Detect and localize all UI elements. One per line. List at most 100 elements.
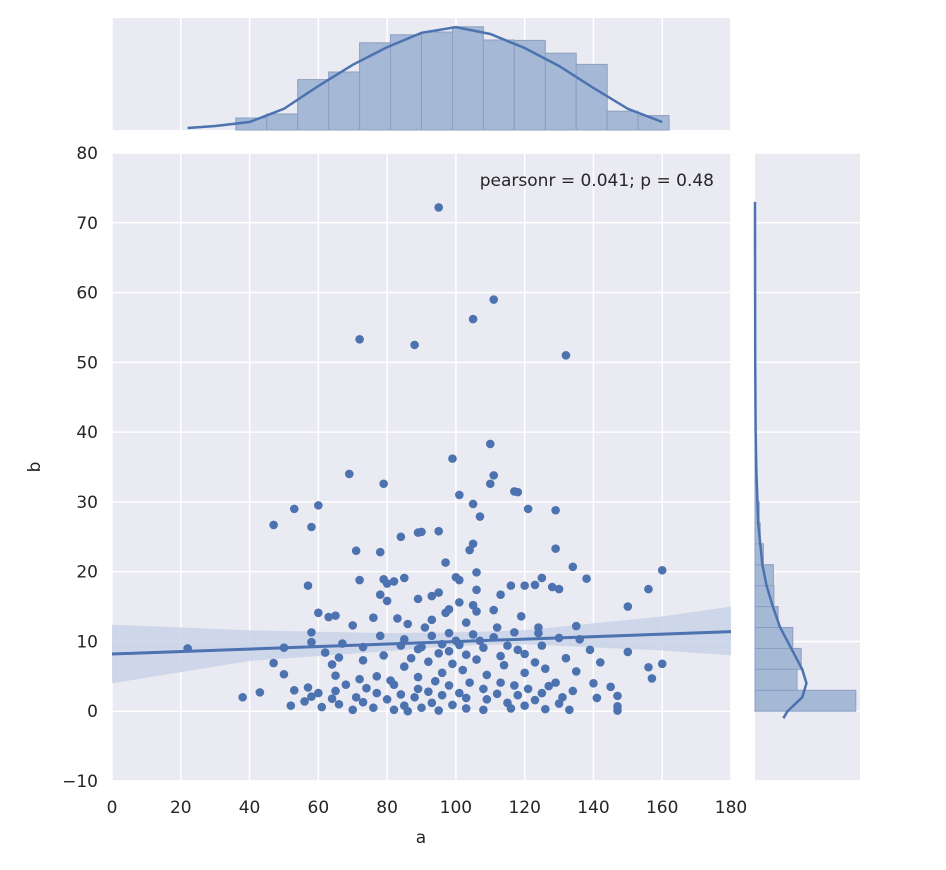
scatter-point bbox=[369, 703, 378, 713]
scatter-point bbox=[647, 674, 657, 683]
scatter-point bbox=[571, 621, 581, 631]
marginal-x-bar bbox=[390, 34, 422, 131]
scatter-point bbox=[406, 653, 416, 663]
scatter-point bbox=[334, 653, 344, 662]
scatter-point bbox=[482, 695, 492, 704]
scatter-point bbox=[623, 647, 633, 657]
scatter-point bbox=[289, 504, 299, 514]
scatter-point bbox=[472, 655, 481, 664]
scatter-point bbox=[485, 479, 495, 489]
scatter-point bbox=[358, 655, 368, 665]
scatter-point bbox=[468, 539, 478, 549]
scatter-point bbox=[458, 665, 468, 675]
scatter-point bbox=[441, 608, 450, 618]
y-tick-label: 50 bbox=[76, 353, 98, 373]
scatter-point bbox=[523, 684, 533, 694]
scatter-point bbox=[437, 668, 447, 678]
marginal-x-bar bbox=[451, 26, 484, 131]
scatter-point bbox=[623, 602, 633, 611]
y-tick-label: 40 bbox=[76, 423, 98, 443]
scatter-point bbox=[479, 684, 488, 694]
scatter-point bbox=[444, 646, 454, 656]
scatter-point bbox=[393, 614, 402, 623]
scatter-point bbox=[434, 203, 443, 212]
scatter-point bbox=[427, 591, 437, 601]
scatter-point bbox=[382, 579, 392, 588]
marginal-x-bar bbox=[637, 115, 670, 131]
scatter-point bbox=[396, 690, 406, 699]
scatter-point bbox=[344, 469, 354, 479]
scatter-point bbox=[513, 487, 523, 497]
scatter-point bbox=[644, 662, 653, 672]
scatter-point bbox=[530, 580, 540, 590]
marginal-y-bar bbox=[754, 668, 798, 691]
scatter-point bbox=[303, 683, 313, 692]
scatter-point bbox=[420, 623, 430, 632]
pearson-annotation: pearsonr = 0.041; p = 0.48 bbox=[480, 171, 714, 191]
scatter-point bbox=[455, 598, 464, 607]
scatter-point bbox=[465, 545, 474, 555]
scatter-point bbox=[520, 668, 529, 678]
marginal-x-bar bbox=[297, 79, 330, 131]
scatter-point bbox=[417, 703, 426, 713]
scatter-point bbox=[472, 607, 481, 616]
scatter-point bbox=[496, 590, 505, 599]
scatter-point bbox=[489, 471, 499, 480]
marginal-x-bar bbox=[421, 31, 453, 131]
marginal-x-kde-line bbox=[187, 25, 663, 130]
x-tick-label: 100 bbox=[440, 798, 472, 818]
scatter-point bbox=[375, 590, 385, 599]
scatter-point bbox=[492, 623, 502, 632]
scatter-point bbox=[400, 662, 409, 671]
scatter-point bbox=[468, 630, 478, 639]
scatter-point bbox=[568, 686, 578, 696]
scatter-point bbox=[396, 532, 406, 542]
scatter-point bbox=[358, 697, 368, 707]
scatter-point bbox=[307, 637, 316, 647]
scatter-point bbox=[410, 340, 419, 350]
scatter-point bbox=[403, 619, 413, 629]
marginal-y-bar bbox=[754, 626, 794, 649]
scatter-point bbox=[269, 658, 278, 668]
scatter-point bbox=[606, 682, 615, 692]
marginal-x-panel bbox=[111, 18, 732, 131]
scatter-point bbox=[503, 641, 512, 650]
scatter-point bbox=[434, 649, 443, 658]
scatter-point bbox=[444, 681, 454, 690]
scatter-point bbox=[320, 648, 330, 657]
scatter-point bbox=[307, 628, 316, 637]
marginal-x-bar bbox=[328, 71, 361, 131]
scatter-point bbox=[327, 694, 337, 703]
scatter-point bbox=[461, 650, 471, 660]
x-tick-label: 0 bbox=[107, 798, 118, 818]
scatter-point bbox=[551, 544, 560, 553]
scatter-point bbox=[530, 658, 540, 667]
y-tick-label: 70 bbox=[76, 214, 98, 234]
scatter-point bbox=[372, 688, 382, 698]
scatter-point bbox=[582, 574, 591, 583]
scatter-point bbox=[413, 684, 423, 694]
scatter-point bbox=[475, 512, 485, 521]
marginal-x-bar bbox=[544, 52, 577, 131]
y-tick-label: −10 bbox=[62, 772, 98, 792]
scatter-point bbox=[348, 621, 358, 630]
scatter-point bbox=[434, 526, 443, 536]
marginal-x-histogram bbox=[235, 26, 670, 131]
scatter-point bbox=[375, 547, 385, 557]
marginal-x-bar bbox=[606, 110, 639, 131]
x-tick-label: 120 bbox=[508, 798, 540, 818]
marginal-x-bar bbox=[266, 113, 299, 131]
scatter-point bbox=[455, 490, 464, 500]
scatter-point bbox=[413, 644, 423, 654]
scatter-point bbox=[448, 454, 457, 463]
scatter-point bbox=[544, 681, 554, 691]
scatter-point bbox=[382, 695, 392, 704]
scatter-point bbox=[369, 613, 378, 623]
scatter-point bbox=[427, 698, 437, 708]
scatter-point bbox=[327, 660, 337, 669]
scatter-point bbox=[389, 705, 399, 715]
scatter-point bbox=[541, 664, 550, 673]
scatter-point bbox=[537, 688, 547, 698]
scatter-point bbox=[355, 335, 364, 344]
